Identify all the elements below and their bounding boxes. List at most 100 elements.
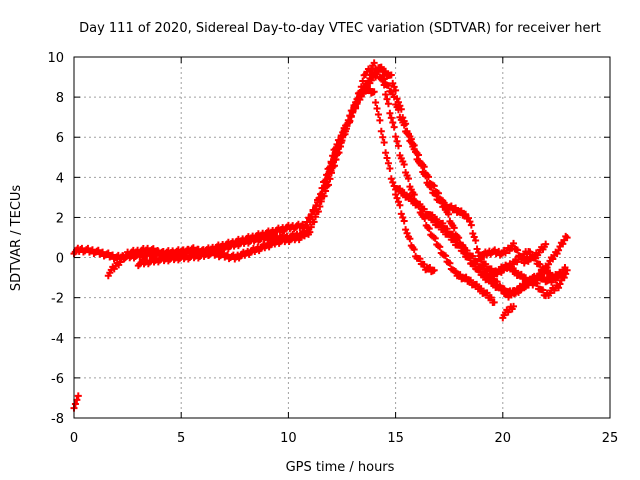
data-point (444, 210, 452, 218)
data-point (529, 274, 537, 282)
data-point (377, 63, 385, 71)
data-point (322, 187, 330, 195)
data-point (336, 137, 344, 145)
data-point (396, 201, 404, 209)
grid-layer (74, 57, 610, 418)
data-point (457, 207, 465, 215)
data-point (522, 274, 530, 282)
x-tick-label: 0 (70, 431, 78, 446)
data-point (427, 183, 435, 191)
data-point (428, 211, 436, 219)
data-point (390, 123, 398, 131)
data-point (539, 286, 547, 294)
data-point (563, 234, 571, 242)
data-point (450, 224, 458, 232)
data-point (73, 396, 81, 404)
chart-title: Day 111 of 2020, Sidereal Day-to-day VTE… (79, 21, 601, 36)
data-point (394, 142, 402, 150)
x-tick-label: 5 (177, 431, 185, 446)
data-point (382, 67, 390, 75)
data-point (406, 192, 414, 200)
data-point (397, 105, 405, 113)
data-point (422, 172, 430, 180)
data-point (459, 241, 467, 249)
data-point (512, 267, 520, 275)
data-point (433, 215, 441, 223)
data-point (412, 148, 420, 156)
data-point (499, 284, 507, 292)
data-point (533, 280, 541, 288)
data-point (323, 175, 331, 183)
data-point (373, 105, 381, 113)
y-tick-label: -6 (51, 372, 64, 387)
data-point (430, 266, 438, 274)
x-tick-label: 25 (602, 431, 619, 446)
data-point (470, 233, 478, 241)
series-track-2 (104, 59, 498, 306)
data-point (359, 88, 367, 96)
data-point (393, 194, 401, 202)
data-point (425, 225, 433, 233)
data-point (403, 229, 411, 237)
data-point (318, 184, 326, 192)
data-point (376, 116, 384, 124)
y-tick-label: -2 (51, 292, 64, 307)
data-point (386, 109, 394, 117)
data-point (462, 210, 470, 218)
data-point (400, 217, 408, 225)
data-point (420, 261, 428, 269)
data-point (399, 213, 407, 221)
x-tick-label: 15 (387, 431, 404, 446)
data-point (406, 235, 414, 243)
data-point (456, 271, 464, 279)
data-point (397, 210, 405, 218)
data-point (344, 117, 352, 125)
data-point (74, 392, 82, 400)
data-point (71, 400, 79, 408)
data-point (402, 226, 410, 234)
data-point (416, 200, 424, 208)
data-point (384, 159, 392, 167)
data-point (467, 221, 475, 229)
data-point (469, 230, 477, 238)
data-point (400, 161, 408, 169)
data-point (410, 245, 418, 253)
data-point (487, 294, 495, 302)
data-point (370, 59, 378, 67)
data-point (387, 175, 395, 183)
data-point (463, 247, 471, 255)
data-point (510, 239, 518, 247)
data-point (312, 201, 320, 209)
y-tick-label: 6 (56, 131, 64, 146)
plot-frame (73, 56, 611, 419)
data-point (562, 270, 570, 278)
data-point (387, 114, 395, 122)
data-point (536, 260, 544, 268)
data-point (392, 133, 400, 141)
data-point (394, 198, 402, 206)
y-tick-label: 8 (56, 91, 64, 106)
y-tick-label: -4 (51, 332, 64, 347)
data-point (452, 267, 460, 275)
data-point (389, 178, 397, 186)
data-point (339, 132, 347, 140)
data-point (556, 280, 564, 288)
data-point (431, 234, 439, 242)
data-point (483, 268, 491, 276)
data-point (402, 120, 410, 128)
y-tick-label: 4 (56, 171, 64, 186)
data-layer (70, 59, 571, 412)
tick-layer: 0 5 10 15 20 25 -8 -6 -4 -2 0 2 4 6 8 10 (47, 51, 618, 446)
data-point (372, 99, 380, 107)
data-point (306, 218, 314, 226)
data-point (315, 195, 323, 203)
data-point (555, 246, 563, 254)
data-point (320, 192, 328, 200)
y-tick-label: 10 (47, 51, 64, 66)
data-point (493, 278, 501, 286)
data-point (404, 175, 412, 183)
y-tick-label: -8 (51, 412, 64, 427)
data-point (432, 190, 440, 198)
data-point (334, 142, 342, 150)
